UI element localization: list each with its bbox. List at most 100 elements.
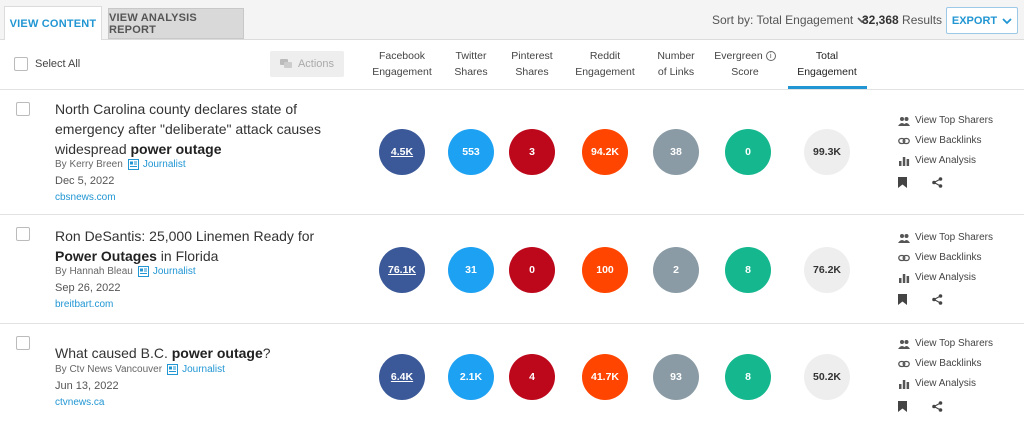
column-label: Number [657, 50, 695, 62]
side-link-label: View Analysis [915, 272, 976, 283]
results-count: 32,368 Results [862, 13, 942, 27]
actions-button[interactable]: Actions [270, 51, 344, 77]
author-name[interactable]: By Kerry Breen [55, 159, 123, 170]
bookmark-icon[interactable] [898, 401, 907, 412]
journalist-badge[interactable]: Journalist [127, 159, 186, 170]
people-icon [898, 116, 910, 126]
total-engagement-value: 76.2K [804, 247, 850, 293]
article-title[interactable]: North Carolina county declares state of … [55, 99, 335, 159]
share-icon[interactable] [932, 401, 943, 412]
row-checkbox[interactable] [16, 336, 30, 350]
view-backlinks-link[interactable]: View Backlinks [898, 252, 982, 263]
journalist-badge[interactable]: Journalist [137, 266, 196, 277]
column-label: Twitter [455, 50, 487, 62]
side-link-label: View Analysis [915, 378, 976, 389]
column-label: Reddit [589, 50, 621, 62]
title-text: What caused B.C. [55, 345, 172, 361]
view-top-sharers-link[interactable]: View Top Sharers [898, 115, 993, 126]
domain-link[interactable]: cbsnews.com [55, 192, 116, 203]
chat-bubbles-icon [279, 59, 292, 68]
view-backlinks-link[interactable]: View Backlinks [898, 358, 982, 369]
newspaper-icon [167, 364, 179, 375]
side-link-label: View Top Sharers [915, 338, 994, 349]
select-all-checkbox[interactable] [14, 57, 28, 71]
top-bar: VIEW CONTENT VIEW ANALYSIS REPORT Sort b… [0, 0, 1024, 41]
row-checkbox[interactable] [16, 102, 30, 116]
share-icon[interactable] [932, 177, 943, 188]
row-checkbox[interactable] [16, 227, 30, 241]
number-of-links-value: 93 [653, 354, 699, 400]
facebook-engagement-value[interactable]: 76.1K [379, 247, 425, 293]
select-all[interactable]: Select All [14, 57, 80, 71]
column-pinterest-shares[interactable]: Pinterest Shares [492, 48, 572, 80]
tab-view-analysis-report[interactable]: VIEW ANALYSIS REPORT [108, 8, 244, 39]
results-label: Results [902, 13, 943, 27]
column-label: Total [815, 50, 839, 62]
article-title[interactable]: Ron DeSantis: 25,000 Linemen Ready for P… [55, 226, 335, 266]
author-name[interactable]: By Ctv News Vancouver [55, 364, 163, 375]
facebook-engagement-value[interactable]: 6.4K [379, 354, 425, 400]
author-line: By Kerry Breen Journalist [55, 159, 186, 170]
bookmark-icon[interactable] [898, 294, 907, 305]
domain-link[interactable]: breitbart.com [55, 299, 114, 310]
view-backlinks-link[interactable]: View Backlinks [898, 135, 982, 146]
domain-link[interactable]: ctvnews.ca [55, 397, 105, 408]
view-top-sharers-link[interactable]: View Top Sharers [898, 338, 993, 349]
export-label: EXPORT [951, 14, 998, 27]
title-keyword: Power Outages [55, 248, 157, 264]
author-line: By Hannah Bleau Journalist [55, 266, 196, 277]
badge-label: Journalist [152, 266, 196, 277]
column-twitter-shares[interactable]: Twitter Shares [431, 48, 511, 80]
column-facebook-engagement[interactable]: Facebook Engagement [362, 48, 442, 80]
column-label: Shares [515, 66, 549, 78]
actions-label: Actions [297, 58, 335, 70]
column-label: of Links [657, 66, 695, 78]
journalist-badge[interactable]: Journalist [167, 364, 225, 375]
bar-chart-icon [899, 156, 910, 166]
view-analysis-link[interactable]: View Analysis [898, 272, 976, 283]
table-header: Select All Actions Facebook Engagement T… [0, 40, 1024, 90]
article-title[interactable]: What caused B.C. power outage? [55, 343, 355, 363]
reddit-engagement-value: 100 [582, 247, 628, 293]
newspaper-icon [137, 266, 149, 277]
view-top-sharers-link[interactable]: View Top Sharers [898, 232, 993, 243]
title-text: ? [262, 345, 271, 361]
link-icon [898, 137, 910, 144]
table-row: North Carolina county declares state of … [0, 91, 1024, 215]
column-evergreen-score[interactable]: Evergreen i Score [705, 48, 785, 80]
link-icon [898, 254, 910, 261]
evergreen-score-value: 8 [725, 354, 771, 400]
badge-label: Journalist [182, 364, 225, 375]
side-link-label: View Top Sharers [915, 115, 994, 126]
view-analysis-link[interactable]: View Analysis [898, 155, 976, 166]
publish-date: Sep 26, 2022 [55, 282, 121, 294]
tab-view-content[interactable]: VIEW CONTENT [4, 6, 102, 41]
view-analysis-link[interactable]: View Analysis [898, 378, 976, 389]
pinterest-shares-value: 4 [509, 354, 555, 400]
bookmark-icon[interactable] [898, 177, 907, 188]
column-total-engagement[interactable]: Total Engagement [787, 48, 867, 80]
column-number-of-links[interactable]: Number of Links [636, 48, 716, 80]
info-icon[interactable]: i [765, 51, 776, 61]
author-name[interactable]: By Hannah Bleau [55, 266, 133, 277]
title-keyword: power outage [130, 141, 222, 157]
share-icon[interactable] [932, 294, 943, 305]
total-engagement-value: 50.2K [804, 354, 850, 400]
column-label: Engagement [575, 66, 635, 78]
number-of-links-value: 2 [653, 247, 699, 293]
side-link-label: View Analysis [915, 155, 976, 166]
people-icon [898, 339, 910, 349]
chevron-down-icon [857, 17, 867, 24]
active-sort-indicator [788, 86, 867, 89]
facebook-engagement-value[interactable]: 4.5K [379, 129, 425, 175]
column-label: Score [731, 66, 759, 78]
side-link-label: View Backlinks [915, 358, 982, 369]
title-text: in Florida [156, 248, 219, 264]
badge-label: Journalist [142, 159, 186, 170]
column-reddit-engagement[interactable]: Reddit Engagement [565, 48, 645, 80]
column-label-row: Evergreen i [705, 48, 785, 64]
bar-chart-icon [899, 273, 910, 283]
export-button[interactable]: EXPORT [946, 7, 1018, 34]
sort-dropdown[interactable]: Sort by: Total Engagement [712, 13, 867, 27]
title-text: Ron DeSantis: 25,000 Linemen Ready for [55, 228, 315, 244]
